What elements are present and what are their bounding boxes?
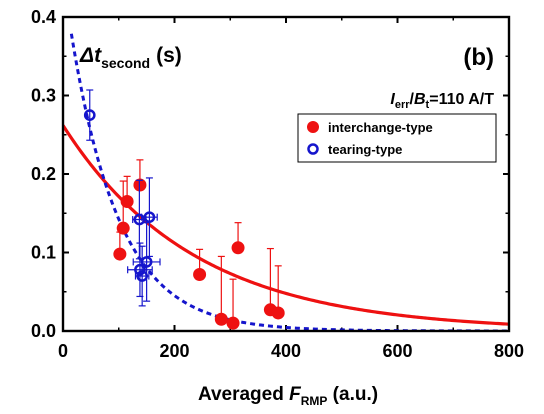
condition-b: B (414, 91, 426, 108)
x-axis-title-subscript: RMP (301, 394, 328, 408)
condition-i: I (390, 91, 395, 108)
data-point-interchange-type (226, 316, 240, 330)
annotation-label: Δtsecond (s) (79, 44, 182, 71)
data-point-tearing-type (136, 270, 149, 282)
annotation-unit: (s) (156, 44, 182, 67)
data-point-interchange-type (116, 221, 130, 235)
y-tick-label: 0.1 (31, 243, 56, 263)
annotation-subscript: second (101, 55, 150, 71)
data-point-interchange-type (113, 247, 127, 261)
data-point-tearing-type (83, 109, 96, 121)
data-point-interchange-type (193, 267, 207, 281)
legend: interchange-type tearing-type (297, 113, 497, 163)
panel-label: (b) (463, 44, 494, 71)
x-axis-title-unit: (a.u.) (327, 384, 378, 405)
y-tick-label: 0.2 (31, 164, 56, 184)
condition-b-sub: t (426, 99, 430, 111)
data-point-tearing-type (143, 211, 156, 224)
x-tick-label: 600 (382, 341, 412, 361)
data-point-interchange-type (120, 194, 134, 208)
condition-value: =110 A/T (429, 91, 494, 108)
data-point-interchange-type (231, 241, 245, 255)
condition-slash: / (410, 91, 415, 108)
x-axis-title-prefix: Averaged (198, 384, 289, 405)
annotation-symbol: Δt (79, 44, 102, 67)
x-tick-label: 200 (159, 341, 189, 361)
legend-label-interchange: interchange-type (328, 120, 433, 135)
x-tick-label: 800 (494, 341, 524, 361)
data-point-interchange-type (271, 306, 285, 320)
x-tick-label: 400 (271, 341, 301, 361)
data-point-interchange-type (214, 312, 228, 326)
data-point-tearing-type (134, 263, 146, 276)
plot-frame (61, 15, 511, 333)
data-point-tearing-type (133, 213, 146, 226)
x-axis-title-symbol: F (289, 384, 302, 405)
plot-layer: 0 200 400 600 800 0.0 0.1 0.2 0.3 0.4 (31, 7, 524, 361)
legend-marker-interchange (307, 121, 319, 133)
y-tick-label: 0.3 (31, 86, 56, 106)
condition-i-sub: err (395, 99, 410, 111)
legend-box (297, 113, 497, 163)
legend-marker-tearing (307, 143, 319, 155)
y-tick-label: 0.0 (31, 321, 56, 341)
x-tick-label: 0 (58, 341, 68, 361)
legend-label-tearing: tearing-type (328, 142, 402, 157)
x-axis-title: Averaged FRMP (a.u.) (198, 384, 378, 408)
y-tick-label: 0.4 (31, 7, 56, 27)
condition-label: Ierr/Bt=110 A/T (390, 91, 494, 111)
